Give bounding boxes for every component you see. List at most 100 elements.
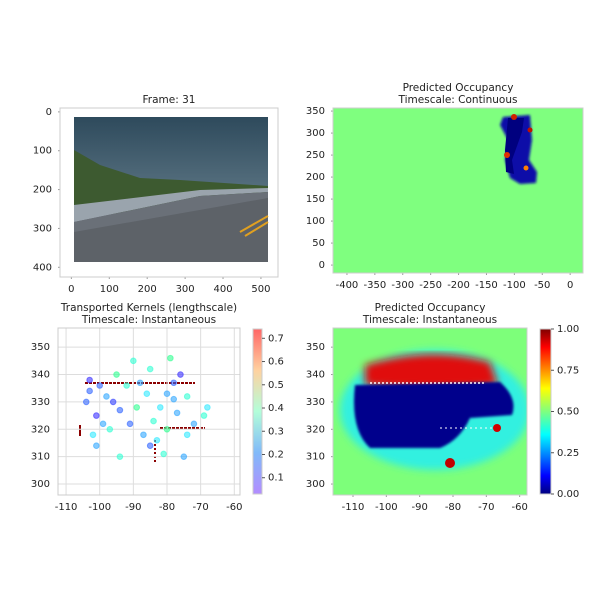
chart-title: Predicted Occupancy (403, 82, 514, 94)
x-tick-label: 300 (176, 284, 195, 295)
colorbar-tick-label: 0.25 (557, 448, 579, 459)
y-tick-label: 100 (306, 216, 325, 227)
plot-frame (57, 327, 241, 496)
chart-title: Frame: 31 (143, 94, 196, 106)
kernel-point (170, 395, 178, 403)
colorbar-tick-label: 0.6 (268, 357, 284, 368)
y-tick-label: 350 (306, 342, 325, 353)
x-tick-label: -100 (503, 280, 526, 291)
x-tick-label: -110 (342, 502, 365, 513)
plot-frame (332, 327, 528, 496)
colorbar-tick-label: 0.50 (557, 407, 579, 418)
y-tick-label: 300 (31, 479, 50, 490)
kernel-point (116, 406, 124, 414)
y-tick-label: 300 (306, 479, 325, 490)
kernel-point (113, 371, 120, 378)
kernel-point (133, 404, 141, 411)
x-tick-label: 200 (138, 284, 157, 295)
x-tick-label: -100 (375, 502, 398, 513)
y-tick-label: 200 (306, 172, 325, 183)
x-tick-label: 400 (213, 284, 232, 295)
kernel-point (163, 390, 171, 398)
kernel-point (123, 382, 130, 389)
kernel-point (106, 425, 114, 433)
chart-subtitle: Timescale: Instantaneous (362, 314, 497, 326)
x-tick-label: -200 (447, 280, 470, 291)
x-tick-label: -60 (511, 502, 527, 513)
colorbar-tick-label: 0.00 (557, 489, 579, 500)
colorbar-tick-label: 0.1 (268, 473, 284, 484)
kernel-point (136, 379, 144, 387)
y-tick-label: 320 (306, 424, 325, 435)
kernel-point (103, 393, 110, 400)
chart-title: Predicted Occupancy (375, 302, 486, 314)
kernel-point (93, 412, 100, 419)
kernel-point (156, 404, 164, 411)
chart-subtitle: Timescale: Continuous (398, 94, 518, 106)
kernel-point (93, 442, 100, 450)
kernel-point (86, 376, 93, 384)
kernel-point (177, 371, 184, 378)
x-tick-label: -110 (55, 502, 78, 513)
kernel-point (96, 382, 104, 389)
y-tick-label: 310 (306, 452, 325, 463)
x-tick-label: 500 (251, 284, 270, 295)
x-tick-label: -350 (364, 280, 387, 291)
kernel-point (150, 417, 157, 425)
x-tick-label: -70 (478, 502, 494, 513)
y-tick-label: 300 (306, 128, 325, 139)
kernel-point (183, 431, 191, 439)
kernel-point (183, 393, 191, 400)
plot-frame (59, 107, 279, 278)
y-tick-label: 350 (306, 106, 325, 117)
y-tick-label: 0 (46, 107, 52, 118)
y-tick-label: 300 (33, 223, 52, 234)
y-tick-label: 200 (33, 185, 52, 196)
kernel-point (200, 412, 208, 419)
y-tick-label: 400 (33, 262, 52, 273)
occupancy-map-instantaneous (333, 328, 527, 495)
x-tick-label: 0 (567, 280, 573, 291)
kernel-point (126, 420, 134, 428)
colorbar-tick-label: 0.5 (268, 380, 284, 391)
kernel-point (190, 420, 198, 428)
x-tick-label: -80 (445, 502, 461, 513)
chart-subtitle: Timescale: Instantaneous (81, 314, 216, 326)
kernel-point (82, 398, 90, 406)
plot-frame (332, 107, 584, 274)
x-tick-label: -90 (125, 502, 141, 513)
colorbar (252, 328, 263, 495)
kernel-point (180, 453, 188, 460)
y-tick-label: 310 (31, 452, 50, 463)
kernel-point (116, 453, 124, 460)
y-tick-label: 100 (33, 146, 52, 157)
kernel-point (143, 390, 151, 398)
y-tick-label: 320 (31, 424, 50, 435)
colorbar-tick-label: 0.3 (268, 426, 284, 437)
kernel-point (130, 357, 137, 365)
kernel-point (146, 365, 154, 373)
x-tick-label: -250 (419, 280, 442, 291)
x-tick-label: -150 (475, 280, 498, 291)
y-tick-label: 340 (31, 370, 50, 381)
x-tick-label: -400 (336, 280, 359, 291)
x-tick-label: -70 (192, 502, 208, 513)
colorbar (539, 328, 552, 495)
x-tick-label: -50 (534, 280, 550, 291)
colorbar-tick-label: 0.75 (557, 365, 579, 376)
chart-title: Transported Kernels (lengthscale) (60, 302, 237, 314)
kernel-point (86, 387, 93, 395)
y-tick-label: 150 (306, 194, 325, 205)
y-tick-label: 250 (306, 150, 325, 161)
kernel-point (170, 379, 178, 387)
y-tick-label: 330 (306, 397, 325, 408)
kernel-point (89, 431, 97, 439)
kernel-point (160, 450, 167, 458)
kernel-point (163, 425, 171, 433)
kernel-point (99, 420, 107, 428)
kernel-point (204, 404, 211, 411)
y-tick-label: 340 (306, 370, 325, 381)
kernel-point (146, 442, 154, 450)
x-tick-label: 100 (100, 284, 119, 295)
